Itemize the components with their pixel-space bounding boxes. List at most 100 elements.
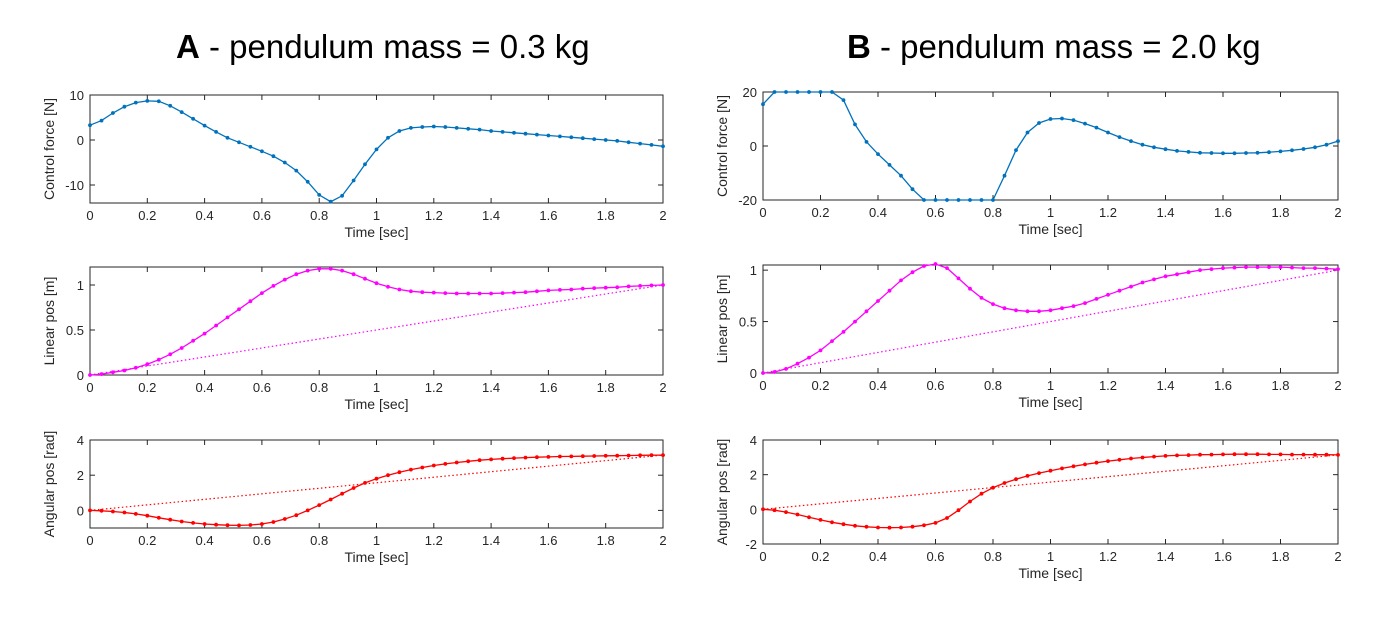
chart-0-0-series-0-point xyxy=(512,130,516,135)
chart-1-2-series-0-point xyxy=(933,521,938,525)
chart-0-2-series-0-point xyxy=(638,453,642,458)
chart-0-1-series-0-point xyxy=(443,291,448,295)
chart-1-1-series-0-point xyxy=(1140,280,1145,285)
chart-1-1-xtick-label: 1.8 xyxy=(1271,378,1289,393)
chart-1-0-xlabel: Time [sec] xyxy=(1018,221,1082,237)
chart-1-0-xtick-label: 0.4 xyxy=(869,205,887,220)
chart-1-0-series-0-point xyxy=(772,90,777,94)
panel-a-title: A - pendulum mass = 0.3 kg xyxy=(176,28,590,66)
chart-0-2-series-0-point xyxy=(489,457,493,462)
chart-0-0-series-0-point xyxy=(179,110,184,114)
chart-1-2-ytick-label: 0 xyxy=(750,502,757,517)
chart-0-2-ytick-label: 4 xyxy=(77,433,84,448)
chart-0-1-series-0-point xyxy=(168,352,173,357)
chart-1-1-xtick-label: 2 xyxy=(1334,378,1341,393)
chart-0-2-series-0-point xyxy=(248,523,253,527)
chart-1-2-series-0-point xyxy=(945,516,949,520)
chart-1-1-series-0-point xyxy=(1232,265,1237,270)
chart-1-2-series-0-point xyxy=(795,512,800,517)
chart-0-1-ytick-label: 0.5 xyxy=(66,323,84,338)
chart-1-1-series-0-point xyxy=(1048,308,1053,313)
chart-1-1-xtick-label: 1.6 xyxy=(1214,378,1232,393)
chart-1-2-series-0-point xyxy=(1186,453,1191,457)
chart-0-0-series-0-point xyxy=(523,131,528,136)
chart-0-0-series-0-point xyxy=(111,111,115,115)
chart-0-1-xlabel: Time [sec] xyxy=(344,396,408,412)
chart-1-0-series-0-point xyxy=(1221,151,1225,156)
chart-0-0-series-0-point xyxy=(409,126,413,130)
chart-0-1-xtick-label: 1.4 xyxy=(482,380,500,395)
chart-0-1-series-0-point xyxy=(133,365,138,370)
chart-0-2-xlabel: Time [sec] xyxy=(344,549,408,565)
chart-0-2-xtick-label: 1 xyxy=(373,533,380,548)
chart-0-2-series-0-point xyxy=(397,470,402,475)
chart-0-2-series-0-point xyxy=(328,497,333,502)
chart-0-2-series-0-point xyxy=(202,522,207,526)
chart-0-0-xtick-label: 1.8 xyxy=(597,208,615,223)
chart-0-1-series-0-point xyxy=(477,291,482,296)
chart-1-1-series-0-point xyxy=(1037,309,1041,314)
chart-0-1-series-0-point xyxy=(489,291,493,296)
chart-0-0-series-0-point xyxy=(386,135,390,140)
chart-1-2-series-0-point xyxy=(1071,464,1076,469)
chart-1-2-series-0-point xyxy=(784,510,788,514)
chart-1-1-series-0-point xyxy=(1221,266,1225,270)
chart-1-2-series-0-point xyxy=(772,508,777,513)
chart-0-1-series-0-point xyxy=(294,272,299,277)
chart-0-1-series-0-point xyxy=(179,346,184,350)
chart-0-1-series-0-point xyxy=(615,285,620,290)
chart-1-1-series-0-point xyxy=(1290,265,1294,270)
chart-0-2-xtick-label: 0.4 xyxy=(196,533,214,548)
chart-1-1-series-0-point xyxy=(979,296,984,300)
chart-0-1-series-0-point xyxy=(340,268,344,273)
chart-0-0-xtick-label: 0.4 xyxy=(196,208,214,223)
chart-1-0-series-0-point xyxy=(818,90,823,94)
chart-0-2-series-0-point xyxy=(466,459,471,464)
chart-0-2-xtick-label: 1.2 xyxy=(425,533,443,548)
chart-0-1-series-0-point xyxy=(603,285,608,290)
chart-1-2-series-0-point xyxy=(1267,452,1271,457)
chart-1-0-series-0-point xyxy=(1324,142,1329,147)
chart-1-0-series-0-point xyxy=(1163,147,1168,152)
chart-1-2-series-0-point xyxy=(818,518,823,522)
chart-0-0-series-0-point xyxy=(477,127,482,132)
chart-0-0-series-0-point xyxy=(88,123,92,128)
chart-0-0-series-0-point xyxy=(214,130,219,134)
chart-0-1-series-0-point xyxy=(225,315,230,320)
chart-0-1-xtick-label: 1.8 xyxy=(597,380,615,395)
chart-1-1-series-0-point xyxy=(830,339,834,343)
chart-0-2-series-0-point xyxy=(420,465,425,470)
chart-0-0-series-0-point xyxy=(374,147,379,152)
chart-1-2-series-0-point xyxy=(1037,471,1041,475)
chart-1-0-series-0-point xyxy=(1198,150,1202,155)
chart-1-2-series-0-point xyxy=(1313,452,1317,457)
chart-0-0-series-0-point xyxy=(282,160,287,165)
chart-1-1-series-0-point xyxy=(1255,265,1260,269)
chart-0-0-series-0-point xyxy=(294,168,299,173)
chart-1-0-series-0-point xyxy=(841,98,846,102)
chart-1-0-series-0-point xyxy=(1244,151,1248,155)
chart-0-2-series-0-point xyxy=(156,515,161,520)
chart-1-1-series-0-point xyxy=(1186,270,1191,275)
chart-1-2-series-0-point xyxy=(1290,452,1294,457)
chart-1-0-series-0-point xyxy=(761,102,765,107)
chart-1-2-xtick-label: 1.8 xyxy=(1271,549,1289,564)
chart-0-0-series-0-point xyxy=(626,140,631,145)
chart-0-2-xtick-label: 0.6 xyxy=(253,533,271,548)
chart-1-0-series-0-point xyxy=(979,198,984,202)
chart-0-0-ylabel: Control force [N] xyxy=(41,98,57,200)
chart-0-1-ytick-label: 1 xyxy=(77,278,84,293)
chart-1-1-series-0-point xyxy=(1083,301,1087,305)
chart-1-2-series-0-point xyxy=(899,525,903,530)
chart-1-1-xtick-label: 1 xyxy=(1047,378,1054,393)
chart-0-0-series-0-point xyxy=(420,125,425,129)
chart-1-0-series-0-point xyxy=(1290,148,1294,153)
chart-1-2-series-0-point xyxy=(1209,452,1214,457)
chart-0-2-series-0-point xyxy=(454,460,459,465)
chart-1-1-series-0-point xyxy=(1152,277,1156,282)
chart-1-0-series-0-point xyxy=(1209,151,1214,155)
chart-0-2-xtick-label: 2 xyxy=(659,533,666,548)
chart-0-1-series-0-point xyxy=(626,284,631,289)
chart-1-0-series-0-point xyxy=(784,90,788,94)
